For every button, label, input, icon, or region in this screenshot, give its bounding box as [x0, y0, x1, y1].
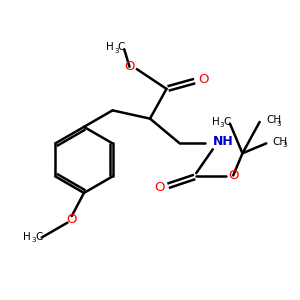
Text: C: C [223, 117, 231, 127]
Text: O: O [198, 73, 209, 86]
Text: CH: CH [266, 115, 281, 125]
Text: C: C [118, 42, 125, 52]
Text: 3: 3 [32, 238, 36, 244]
Text: O: O [154, 182, 164, 194]
Text: CH: CH [273, 137, 288, 147]
Text: 3: 3 [220, 122, 224, 128]
Text: 3: 3 [276, 121, 281, 127]
Text: 3: 3 [283, 142, 287, 148]
Text: 3: 3 [114, 48, 118, 54]
Text: C: C [35, 232, 42, 242]
Text: O: O [124, 60, 135, 73]
Text: H: H [23, 232, 31, 242]
Text: NH: NH [213, 135, 233, 148]
Text: O: O [228, 169, 238, 182]
Text: H: H [212, 117, 219, 127]
Text: O: O [67, 213, 77, 226]
Text: H: H [106, 42, 114, 52]
